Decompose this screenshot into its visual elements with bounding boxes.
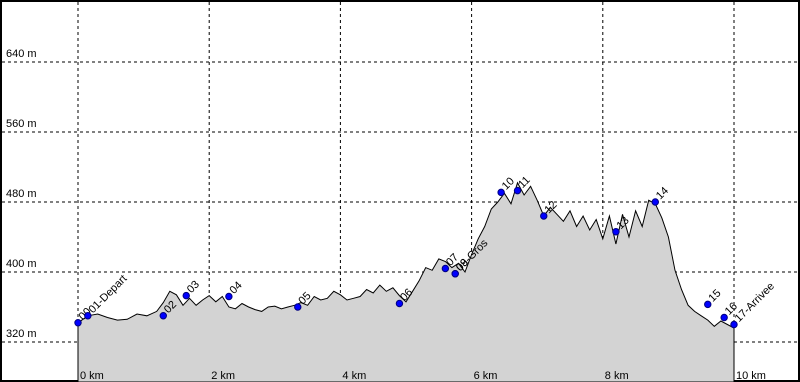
y-tick-label: 640 m xyxy=(6,48,37,60)
x-tick-label: 2 km xyxy=(211,370,235,382)
waypoint-marker xyxy=(294,303,302,311)
y-tick-label: 400 m xyxy=(6,258,37,270)
waypoint-marker xyxy=(540,212,548,220)
x-tick-label: 4 km xyxy=(342,370,366,382)
x-tick-label: 6 km xyxy=(474,370,498,382)
waypoint-marker xyxy=(441,264,450,273)
waypoint-marker xyxy=(720,313,728,322)
profile-series xyxy=(77,181,735,382)
y-tick-label: 320 m xyxy=(6,328,37,340)
waypoint-marker xyxy=(497,188,505,197)
waypoint-marker xyxy=(704,300,712,309)
y-axis-ticks: 320 m 400 m 480 m 560 m 640 m xyxy=(6,48,37,340)
waypoint-marker xyxy=(395,299,404,308)
waypoint-marker xyxy=(513,186,522,195)
waypoint-marker xyxy=(159,312,167,320)
waypoint-marker xyxy=(182,291,190,300)
x-tick-label: 8 km xyxy=(605,370,629,382)
x-axis-ticks: 0 km 2 km 4 km 6 km 8 km 10 km xyxy=(80,370,766,382)
waypoint-marker xyxy=(84,312,92,320)
waypoint-marker xyxy=(225,292,233,301)
waypoint-marker xyxy=(74,319,82,327)
waypoint-marker xyxy=(612,228,620,236)
x-tick-label: 0 km xyxy=(80,370,104,382)
profile-area xyxy=(77,181,735,382)
y-tick-label: 560 m xyxy=(6,118,37,130)
waypoint-marker xyxy=(651,198,659,206)
waypoint-marker xyxy=(730,320,738,329)
waypoint-marker xyxy=(451,270,459,278)
x-tick-label: 10 km xyxy=(736,370,766,382)
y-tick-label: 480 m xyxy=(6,188,37,200)
